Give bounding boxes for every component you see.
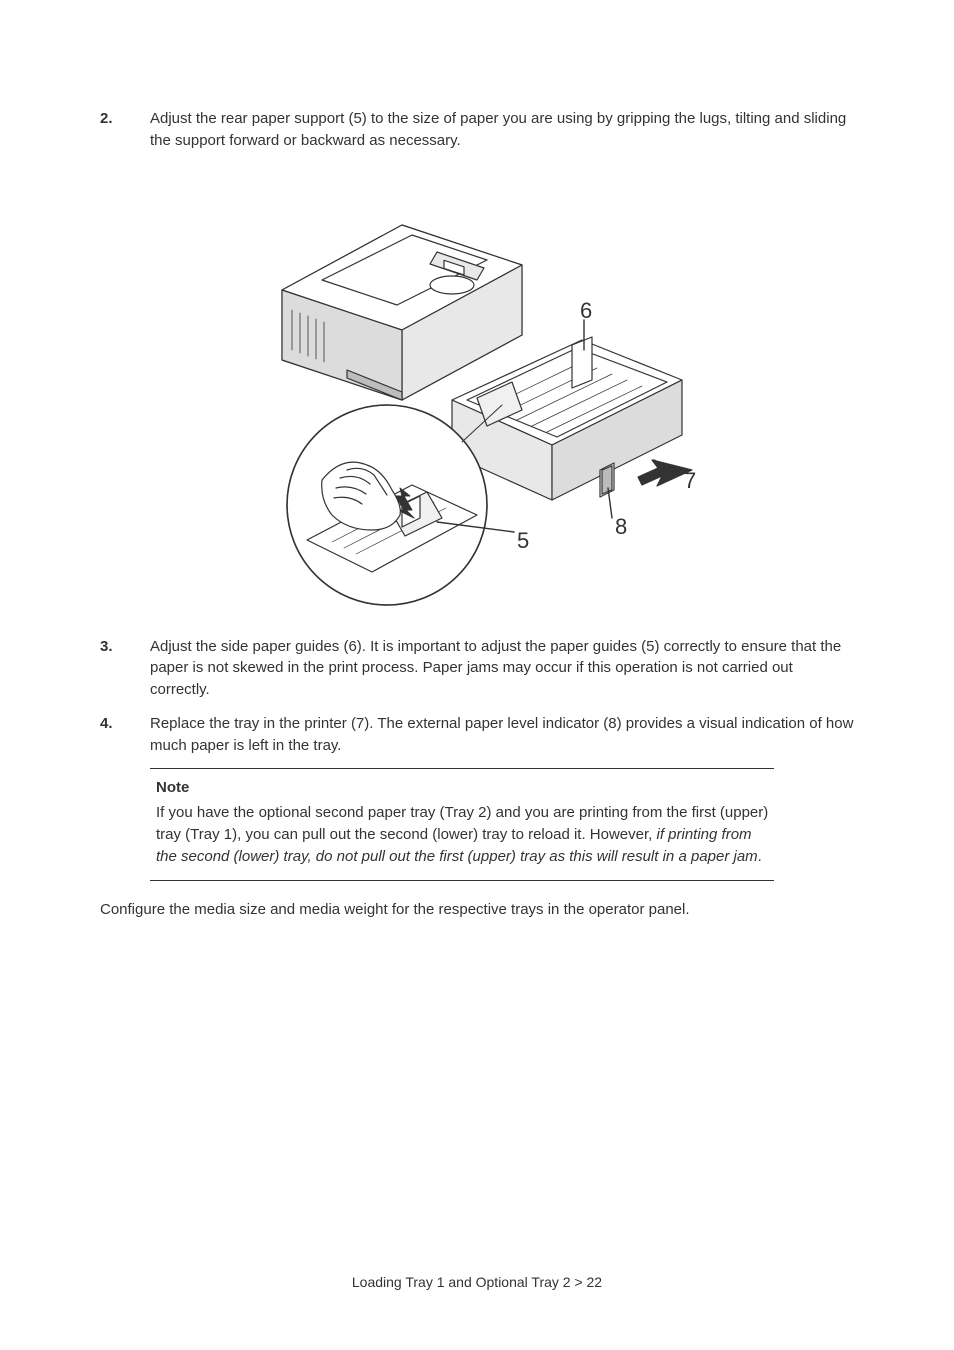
callout-7: 7 xyxy=(684,468,696,494)
step-text: Adjust the rear paper support (5) to the… xyxy=(150,108,854,152)
step-number: 2. xyxy=(100,108,150,152)
note-body: If you have the optional second paper tr… xyxy=(156,802,774,867)
step-text: Adjust the side paper guides (6). It is … xyxy=(150,636,854,701)
printer-tray-diagram: 6 7 8 5 xyxy=(252,170,702,610)
callout-6: 6 xyxy=(580,298,592,324)
note-title: Note xyxy=(156,779,774,796)
note-box: Note If you have the optional second pap… xyxy=(150,768,774,880)
callout-8: 8 xyxy=(615,514,627,540)
diagram-svg xyxy=(252,170,702,610)
page-footer: Loading Tray 1 and Optional Tray 2 > 22 xyxy=(0,1274,954,1290)
figure-container: 6 7 8 5 xyxy=(100,170,854,610)
step-text: Replace the tray in the printer (7). The… xyxy=(150,713,854,757)
trailer-text: Configure the media size and media weigh… xyxy=(100,899,854,921)
note-body-post: . xyxy=(758,848,762,865)
callout-5: 5 xyxy=(517,528,529,554)
step-3: 3. Adjust the side paper guides (6). It … xyxy=(100,636,854,701)
step-number: 4. xyxy=(100,713,150,757)
step-2: 2. Adjust the rear paper support (5) to … xyxy=(100,108,854,152)
step-number: 3. xyxy=(100,636,150,701)
step-4: 4. Replace the tray in the printer (7). … xyxy=(100,713,854,757)
